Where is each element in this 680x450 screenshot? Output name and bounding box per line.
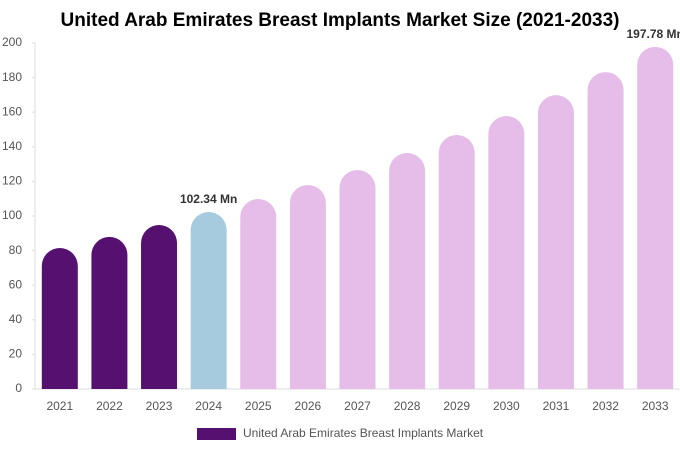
chart-title: United Arab Emirates Breast Implants Mar…	[61, 10, 620, 31]
bar	[91, 236, 128, 389]
y-tick-label: 160	[2, 104, 22, 118]
y-tick-label: 120	[2, 174, 22, 188]
bar	[141, 225, 178, 389]
bar	[438, 135, 475, 389]
x-tick-label: 2033	[642, 399, 669, 413]
y-tick-label: 80	[9, 243, 23, 257]
y-tick-label: 0	[15, 381, 22, 395]
bar	[240, 199, 277, 389]
legend-swatch	[197, 428, 236, 440]
bar	[488, 116, 525, 389]
x-tick-label: 2024	[195, 399, 222, 413]
bar	[637, 46, 674, 389]
x-tick-label: 2029	[443, 399, 470, 413]
y-tick-label: 40	[9, 312, 23, 326]
value-label: 197.78 Mn	[627, 27, 680, 41]
x-tick-label: 2030	[493, 399, 520, 413]
y-tick-label: 20	[9, 347, 23, 361]
value-label: 102.34 Mn	[180, 192, 237, 206]
x-tick-label: 2023	[146, 399, 173, 413]
bar	[41, 248, 78, 389]
bar	[289, 185, 326, 389]
y-tick-label: 100	[2, 208, 22, 222]
x-tick-label: 2028	[394, 399, 421, 413]
x-tick-label: 2021	[46, 399, 73, 413]
bar	[537, 95, 574, 389]
x-tick-label: 2022	[96, 399, 123, 413]
bar	[587, 72, 624, 390]
bar	[339, 169, 376, 389]
x-tick-label: 2032	[592, 399, 619, 413]
y-tick-label: 180	[2, 70, 22, 84]
bar	[190, 211, 227, 389]
y-tick-label: 200	[2, 35, 22, 49]
bar	[389, 153, 426, 389]
x-tick-label: 2026	[295, 399, 322, 413]
y-tick-label: 60	[9, 277, 23, 291]
y-tick-label: 140	[2, 139, 22, 153]
x-tick-label: 2031	[543, 399, 570, 413]
legend-label: United Arab Emirates Breast Implants Mar…	[243, 426, 484, 440]
x-tick-label: 2027	[344, 399, 371, 413]
x-tick-label: 2025	[245, 399, 272, 413]
